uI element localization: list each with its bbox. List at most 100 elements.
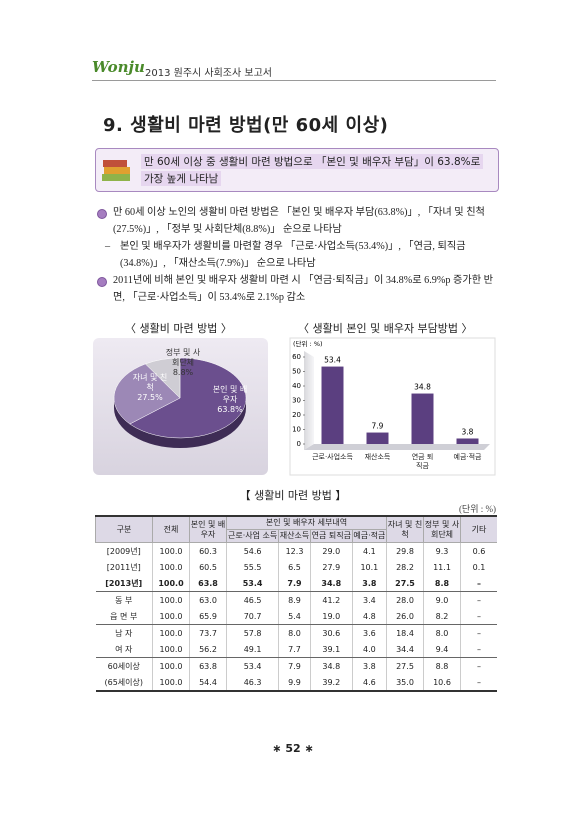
table-row: 여 자 100.0 56.2 49.1 7.7 39.1 4.0 34.4 9.4– — [95, 641, 497, 658]
header-cell: 자녀 및 친척 — [386, 516, 424, 543]
pie-slice — [129, 357, 247, 439]
table-cell: 10.1 — [351, 559, 387, 575]
data-label: 53.4 — [324, 356, 341, 365]
table-cell: 30.6 — [309, 624, 353, 641]
table-cell: 18.4 — [386, 624, 424, 641]
table-cell: 100.0 — [152, 542, 190, 559]
table-cell: – — [460, 624, 497, 641]
table-cell: [2011년] — [106, 562, 141, 572]
table-cell: 7.9 — [278, 657, 311, 674]
table-cell: 70.7 — [225, 608, 279, 625]
table-cell: 39.1 — [309, 641, 353, 658]
table-cell: 100.0 — [152, 657, 190, 674]
bar — [321, 366, 344, 444]
table-cell: 여 자 — [95, 641, 153, 658]
header-cell: 재산소득 — [278, 529, 311, 543]
table-cell: 56.2 — [189, 641, 227, 658]
table-cell: 7.9 — [278, 575, 311, 592]
pie-value: 27.5% — [137, 393, 163, 402]
pie-category: 자녀 및 친척 — [132, 373, 168, 392]
pie-category: 본인 및 배우자 — [212, 385, 248, 404]
summary-box: 만 60세 이상 중 생활비 마련 방법으로 「본인 및 배우자 부담」이 63… — [95, 148, 499, 192]
table-cell: 27.5 — [386, 575, 424, 592]
header-cell: 예금·적금 — [351, 529, 388, 543]
table-cell: 39.2 — [309, 674, 353, 692]
table-row: 남 자 100.0 73.7 57.8 8.0 30.6 3.6 18.4 8.0– — [96, 624, 497, 641]
table-cell: 5.4 — [278, 608, 311, 625]
table-cell: 54.6 — [225, 542, 279, 559]
table-row: 읍 면 부 100.0 65.9 70.7 5.4 19.0 4.8 26.0 8.2– — [95, 608, 497, 625]
table-cell: 49.1 — [225, 641, 279, 658]
chart-floor — [304, 444, 490, 450]
x-tick-label: 연금 퇴직금 — [411, 453, 434, 470]
table-cell: 55.5 — [225, 559, 279, 575]
table-cell: 3.6 — [351, 624, 387, 641]
bullet-dot — [97, 209, 107, 219]
table-cell: 3.8 — [351, 575, 387, 592]
table-cell: – — [460, 575, 497, 592]
table-cell: 63.8 — [189, 657, 227, 674]
table-cell: – — [460, 591, 497, 608]
table-cell: 읍 면 부 — [95, 608, 153, 625]
table-cell: 6.5 — [278, 559, 311, 575]
table-cell: 100.0 — [152, 575, 190, 592]
bullet-dot — [97, 277, 107, 287]
header-cell: 구분 — [95, 516, 153, 543]
header-cell: 기타 — [460, 516, 497, 543]
table-cell: 4.8 — [351, 608, 387, 625]
dash: – — [105, 241, 111, 252]
pie-slice — [144, 357, 181, 399]
table-cell: 28.0 — [386, 591, 424, 608]
table-cell: 11.1 — [423, 559, 461, 575]
pie-value: 8.8% — [172, 368, 194, 377]
pie-value: 63.8% — [217, 405, 243, 414]
books-icon — [102, 160, 130, 181]
table-cell: 9.4 — [423, 641, 461, 658]
table-cell: 4.1 — [351, 542, 387, 559]
table-cell: – — [460, 608, 497, 625]
table-row: 동 부 100.0 63.0 46.5 8.9 41.2 3.4 28.0 9.0– — [96, 591, 497, 608]
table-cell: 8.2 — [423, 608, 461, 625]
table-cell: 53.4 — [225, 657, 279, 674]
header-cell: 근로·사업 소득 — [225, 529, 280, 543]
y-tick-label: 50 — [292, 368, 301, 376]
logo: Wonju — [92, 58, 145, 76]
unit-label: (단위 : %) — [293, 339, 323, 348]
table-row: (65세이상) 100.0 54.4 46.3 9.9 39.2 4.6 35.0 10.6– — [95, 674, 497, 692]
data-label: 3.8 — [462, 427, 474, 436]
summary-line: 가장 높게 나타남 — [141, 171, 222, 186]
table-cell: 9.3 — [423, 542, 461, 559]
table-cell: 9.0 — [423, 591, 461, 608]
chart-wall — [304, 351, 314, 450]
table-cell: 63.8 — [189, 575, 227, 592]
table-cell: 54.4 — [189, 674, 227, 692]
pie-category: 정부 및 사회단체 — [165, 348, 201, 367]
y-tick-label: 40 — [292, 382, 301, 390]
table-cell: 27.9 — [309, 559, 353, 575]
report-title: 2013 원주시 사회조사 보고서 — [145, 68, 272, 79]
pie-label: 본인 및 배우자 63.8% — [212, 385, 248, 415]
x-tick-label: 근로·사업소득 — [312, 453, 353, 461]
table-cell: 100.0 — [152, 559, 190, 575]
bullet-text: 만 60세 이상 노인의 생활비 마련 방법은 「본인 및 배우자 부담(63.… — [113, 207, 485, 235]
summary-line: 만 60세 이상 중 생활비 마련 방법으로 「본인 및 배우자 부담」이 63… — [141, 154, 484, 169]
table-cell: – — [460, 641, 497, 658]
table-cell: 8.9 — [278, 591, 311, 608]
table-cell: 7.7 — [278, 641, 311, 658]
table-cell: 34.4 — [386, 641, 424, 658]
bar — [366, 432, 389, 444]
bar — [456, 438, 479, 444]
table-cell: 27.5 — [386, 657, 424, 674]
charts: (단위 : %) 0 10 20 30 40 50 60 53.4 7.9 34.8 3.8 — [93, 337, 496, 476]
data-table: 구분 전체 본인 및 배우자 본인 및 배우자 세부내역 자녀 및 친척 정부 … — [95, 515, 497, 692]
table-cell: 19.0 — [309, 608, 353, 625]
table-row: [2009년] 100.0 60.3 54.6 12.3 29.0 4.1 29.8 9.3 0.… — [96, 542, 497, 559]
table-cell: 28.2 — [386, 559, 424, 575]
table-cell: 0.1 — [460, 559, 497, 575]
x-tick-label: 재산소득 — [364, 453, 391, 461]
table-cell: 100.0 — [152, 591, 190, 608]
table-cell: (65세이상) — [95, 674, 153, 692]
table-cell: 100.0 — [152, 624, 190, 641]
table-row: [2013년] 100.0 63.8 53.4 7.9 34.8 3.8 27.5 8.8– — [95, 575, 497, 592]
table-cell: – — [460, 674, 497, 692]
